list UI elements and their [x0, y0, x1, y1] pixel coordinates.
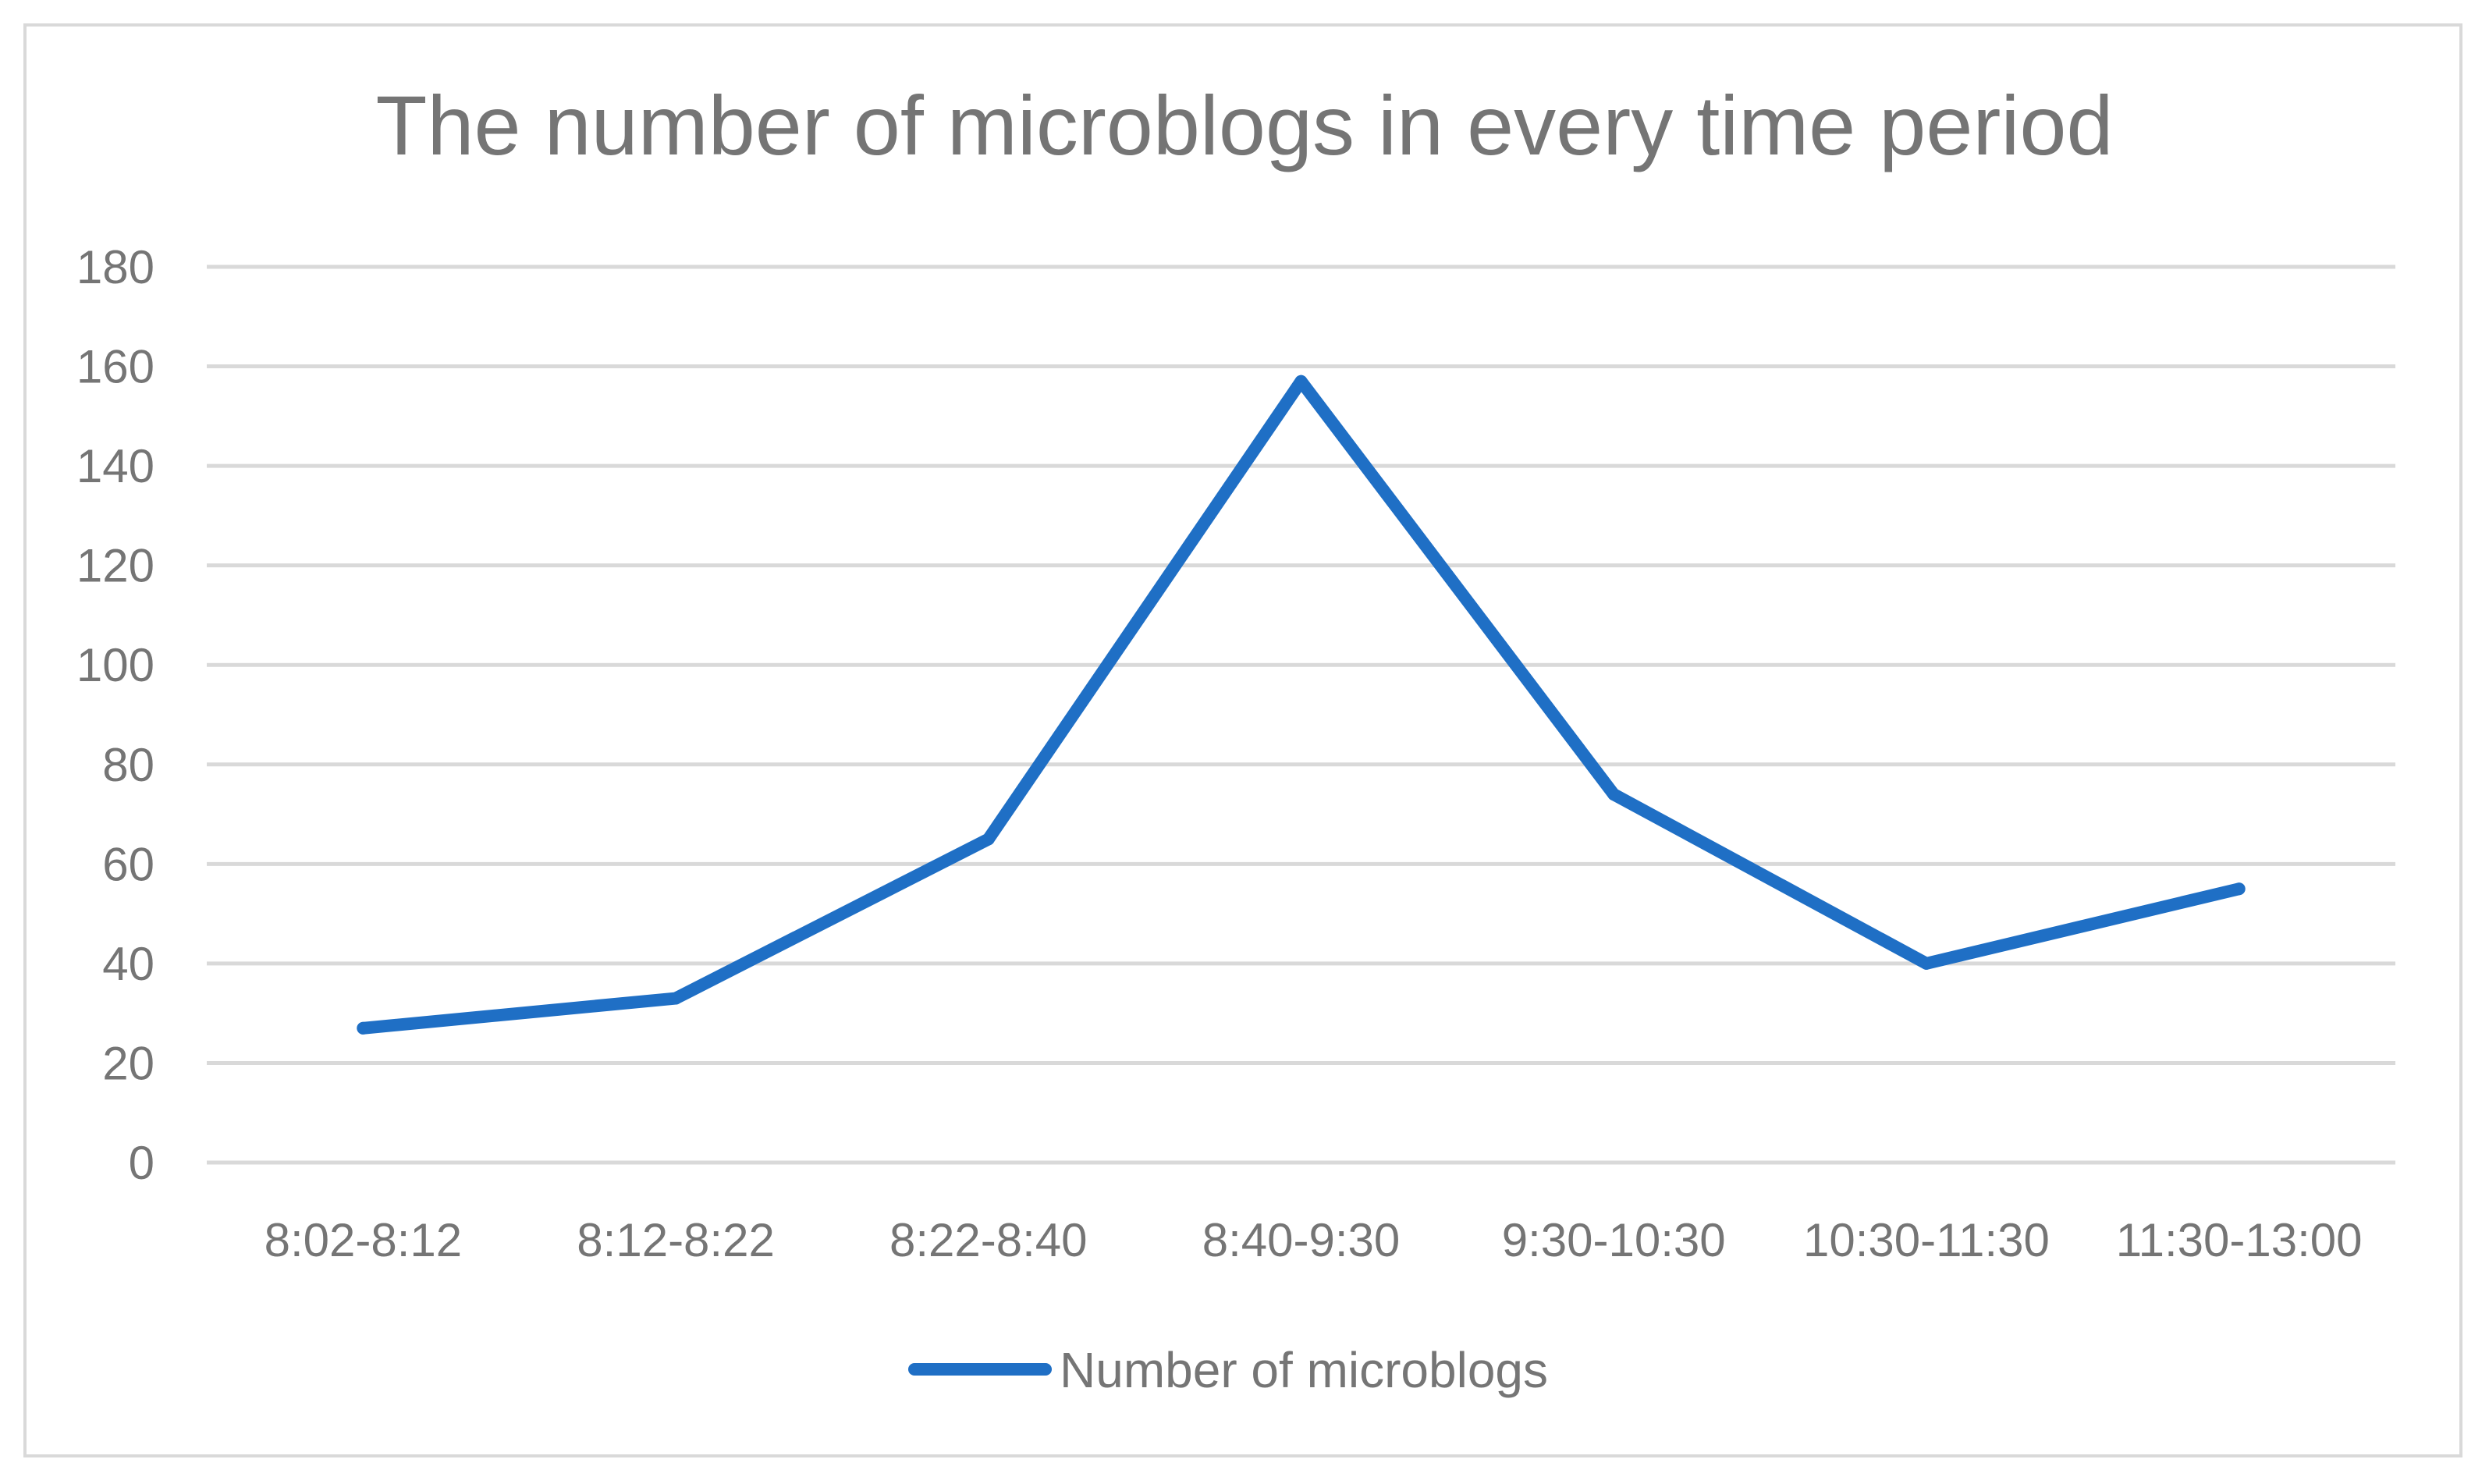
- chart-frame: [23, 23, 2462, 1457]
- x-tick-label: 8:40-9:30: [1202, 1214, 1401, 1266]
- x-tick-label: 8:22-8:40: [889, 1214, 1088, 1266]
- y-axis-ticks: 0 20 40 60 80 100 120 140 160 180: [76, 241, 154, 1189]
- data-point[interactable]: [982, 833, 995, 846]
- x-tick-label: 11:30-13:00: [2116, 1214, 2363, 1266]
- data-point[interactable]: [669, 992, 683, 1005]
- y-tick-label: 60: [102, 838, 154, 890]
- y-tick-label: 100: [76, 639, 154, 691]
- data-point[interactable]: [2232, 882, 2246, 896]
- series-line-0[interactable]: [357, 375, 2246, 1035]
- y-tick-label: 0: [129, 1137, 154, 1189]
- x-tick-label: 8:02-8:12: [265, 1214, 463, 1266]
- y-tick-label: 80: [102, 739, 154, 791]
- x-axis-ticks: 8:02-8:12 8:12-8:22 8:22-8:40 8:40-9:30 9:30…: [265, 1214, 2363, 1266]
- gridlines: [207, 264, 2395, 1165]
- legend[interactable]: Number of microblogs: [908, 1342, 1548, 1398]
- series-layer: [357, 375, 2246, 1035]
- data-point[interactable]: [1919, 957, 1933, 970]
- y-tick-label: 40: [102, 938, 154, 990]
- y-tick-label: 20: [102, 1037, 154, 1089]
- legend-label: Number of microblogs: [1060, 1342, 1548, 1398]
- y-tick-label: 140: [76, 440, 154, 492]
- data-point[interactable]: [1294, 375, 1308, 388]
- y-tick-label: 180: [76, 241, 154, 293]
- y-tick-label: 120: [76, 540, 154, 592]
- data-point[interactable]: [357, 1021, 370, 1035]
- y-tick-label: 160: [76, 341, 154, 393]
- chart-title: The number of microblogs in every time p…: [376, 78, 2114, 172]
- x-tick-label: 10:30-11:30: [1803, 1214, 2050, 1266]
- data-point[interactable]: [1607, 788, 1621, 801]
- x-tick-label: 8:12-8:22: [577, 1214, 775, 1266]
- x-tick-label: 9:30-10:30: [1502, 1214, 1726, 1266]
